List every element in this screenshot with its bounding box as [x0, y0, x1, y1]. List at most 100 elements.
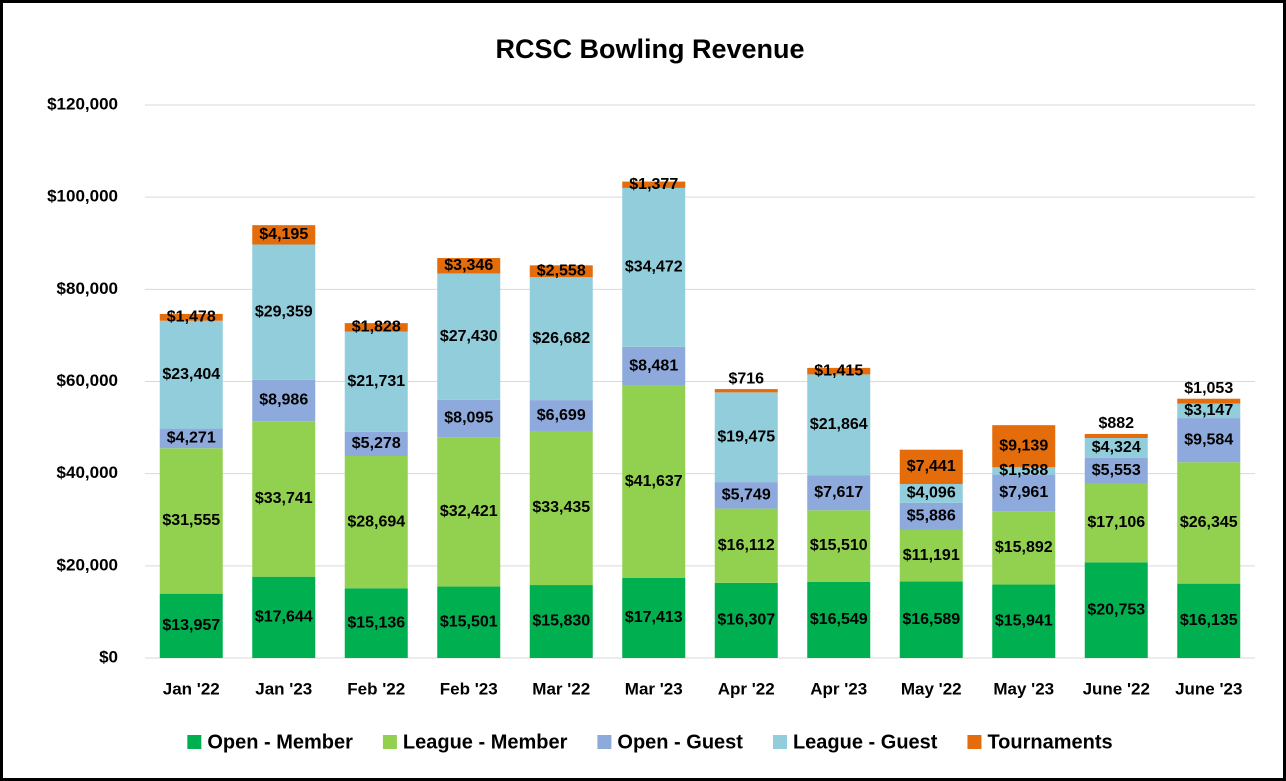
bar-segment	[159, 320, 223, 429]
data-label: $33,435	[532, 499, 590, 516]
bar-segment	[344, 431, 408, 457]
data-label: $4,271	[167, 430, 216, 447]
bar-segment	[714, 392, 778, 483]
bar-segment	[529, 430, 593, 586]
bar-segment	[344, 331, 408, 432]
data-label: $33,741	[255, 490, 313, 507]
data-label: $17,106	[1087, 514, 1145, 531]
bar-segment	[529, 400, 593, 431]
data-label: $15,510	[810, 537, 868, 554]
x-tick-label: Feb '22	[347, 679, 405, 698]
data-label: $7,617	[814, 484, 863, 501]
data-label: $4,195	[259, 226, 308, 243]
bar-segment	[899, 581, 963, 658]
data-label: $8,095	[444, 410, 493, 427]
x-tick-label: May '23	[993, 679, 1054, 698]
data-label: $16,112	[718, 537, 775, 554]
bar-segment	[252, 225, 316, 245]
data-label: $5,749	[722, 487, 771, 504]
bar-segment	[899, 483, 963, 503]
data-label: $7,441	[907, 458, 956, 475]
bar-segment	[1084, 483, 1148, 563]
data-label: $19,475	[717, 428, 775, 445]
bar-segment	[807, 475, 871, 511]
bar-segment	[1177, 462, 1241, 584]
y-tick-label: $0	[99, 647, 118, 666]
bar-segment	[714, 482, 778, 509]
data-label: $26,682	[532, 330, 590, 347]
data-label: $17,413	[625, 609, 683, 626]
bar-segment	[714, 508, 778, 583]
bar-segment	[437, 399, 501, 438]
y-tick-label: $100,000	[47, 187, 118, 206]
x-tick-label: Mar '22	[532, 679, 590, 698]
x-tick-label: June '22	[1083, 679, 1150, 698]
bar-segment	[437, 586, 501, 658]
data-label: $5,278	[352, 435, 401, 452]
data-label: $21,731	[347, 373, 405, 390]
y-tick-label: $40,000	[57, 463, 118, 482]
bar-segment	[899, 529, 963, 582]
bar-segment	[159, 593, 223, 658]
data-label: $8,986	[259, 392, 308, 409]
y-tick-label: $20,000	[57, 555, 118, 574]
data-label: $16,589	[902, 611, 960, 628]
data-label: $16,307	[717, 612, 775, 629]
bar-segment	[252, 576, 316, 658]
data-label: $32,421	[440, 503, 498, 520]
data-label: $15,941	[995, 612, 1053, 629]
bar-segment	[622, 577, 686, 658]
data-label: $882	[1098, 415, 1134, 432]
bar-segment	[899, 449, 963, 484]
x-tick-label: Jan '22	[163, 679, 220, 698]
bar-segment	[992, 474, 1056, 512]
data-label: $21,864	[810, 416, 868, 433]
legend-swatch	[772, 735, 787, 749]
bar-segment	[344, 456, 408, 589]
data-label: $26,345	[1180, 514, 1238, 531]
bar-segment	[344, 588, 408, 658]
y-tick-label: $80,000	[57, 279, 118, 298]
data-label: $20,753	[1087, 601, 1145, 618]
data-label: $1,377	[629, 176, 678, 193]
bar-segment	[529, 585, 593, 658]
bar-segment	[344, 323, 408, 332]
data-label: $11,191	[903, 547, 960, 564]
data-label: $9,139	[999, 437, 1048, 454]
bar-segment	[1084, 457, 1148, 484]
data-label: $1,053	[1184, 380, 1233, 397]
data-label: $15,892	[995, 539, 1053, 556]
legend-label: Open - Guest	[617, 731, 743, 753]
bar-segment	[252, 244, 316, 380]
data-label: $9,584	[1184, 431, 1233, 448]
data-label: $4,096	[907, 485, 956, 502]
data-label: $27,430	[440, 328, 498, 345]
bar-segment	[1177, 398, 1241, 404]
bar-segment	[807, 581, 871, 658]
bar-segment	[1084, 438, 1148, 458]
legend-swatch	[187, 735, 202, 749]
data-label: $16,549	[810, 611, 868, 628]
x-tick-label: Apr '23	[810, 679, 867, 698]
data-label: $1,478	[167, 309, 216, 326]
bar-segment	[714, 582, 778, 658]
bar-segment	[714, 389, 778, 393]
data-label: $16,135	[1180, 612, 1238, 629]
data-label: $15,136	[347, 614, 405, 631]
data-label: $1,415	[814, 362, 863, 379]
y-tick-label: $120,000	[47, 94, 118, 113]
data-label: $1,828	[352, 319, 401, 336]
data-label: $29,359	[255, 303, 313, 320]
data-label: $6,699	[537, 407, 586, 424]
data-label: $5,886	[907, 508, 956, 525]
data-label: $41,637	[625, 473, 683, 490]
data-label: $13,957	[162, 617, 220, 634]
data-label: $3,147	[1184, 402, 1233, 419]
bar-segment	[1177, 418, 1241, 463]
bar-segment	[899, 502, 963, 530]
bar-segment	[1084, 433, 1148, 439]
bar-segment	[807, 510, 871, 582]
bar-segment	[529, 265, 593, 278]
bar-segment	[992, 467, 1056, 475]
